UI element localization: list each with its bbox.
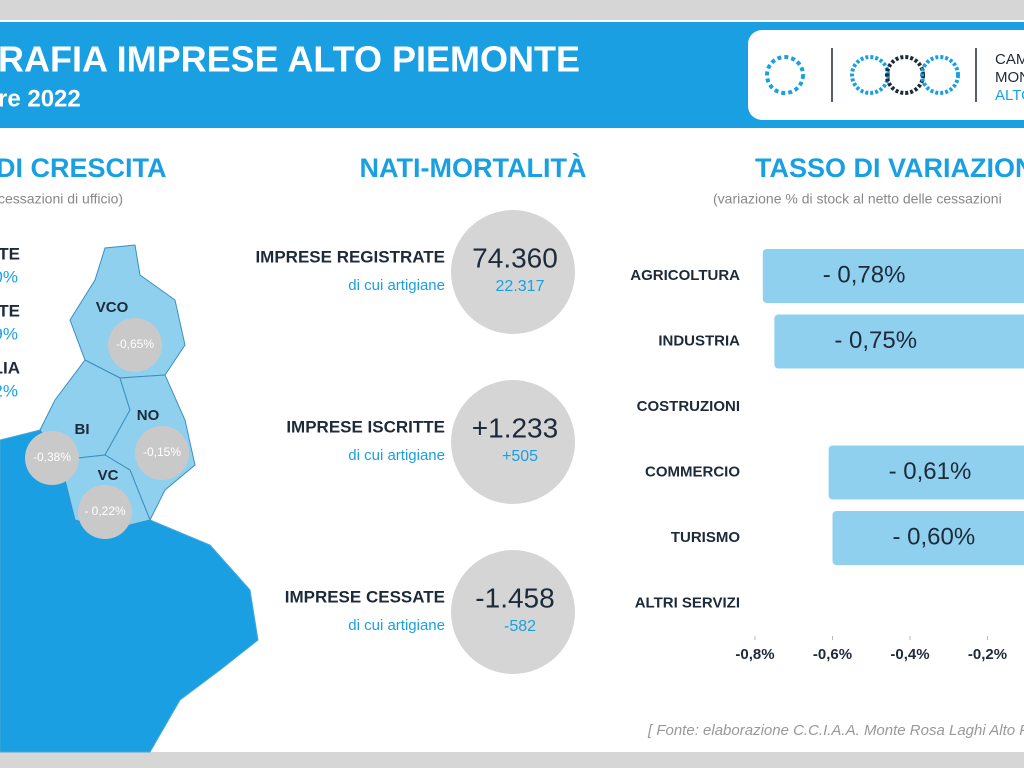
province-rate: - 0,22% bbox=[84, 504, 126, 518]
section-title: NATI-MORTALITÀ bbox=[360, 152, 587, 183]
card-value: +1.233 bbox=[472, 412, 558, 443]
header-subtitle: re 2022 bbox=[0, 85, 81, 112]
card-subvalue: -582 bbox=[504, 618, 536, 635]
card-subvalue: +505 bbox=[502, 448, 538, 465]
bar-chart: -0,8% -0,6% -0,4% -0,2% AGRICOLTURA - 0,78% IN… bbox=[630, 249, 1024, 663]
card-circle bbox=[451, 210, 575, 334]
card-value: -1.458 bbox=[475, 582, 554, 613]
category-label: AGRICOLTURA bbox=[630, 267, 740, 284]
chart-title: TASSO DI VARIAZION bbox=[755, 153, 1024, 183]
logo-text: MON bbox=[995, 69, 1024, 86]
province-rate: -0,65% bbox=[116, 337, 154, 351]
rate-circle bbox=[135, 426, 189, 480]
bottom-band bbox=[0, 752, 1024, 768]
card-label: IMPRESE CESSATE bbox=[285, 587, 445, 606]
footer-source: [ Fonte: elaborazione C.C.I.A.A. Monte R… bbox=[647, 722, 1024, 739]
card-circle bbox=[451, 380, 575, 504]
card-subvalue: 22.317 bbox=[496, 278, 545, 295]
value-label: - 0,61% bbox=[889, 458, 972, 485]
stat-value: 2% bbox=[0, 381, 18, 400]
province-rate: -0,15% bbox=[143, 445, 181, 459]
stat-label: LIA bbox=[0, 358, 20, 377]
section-subtitle: cessazioni di ufficio) bbox=[0, 191, 123, 207]
province-rate: -0,38% bbox=[33, 450, 71, 464]
rate-circle bbox=[25, 431, 79, 485]
logo-text: CAM bbox=[995, 51, 1024, 68]
map-labels: VCO -0,65% BI -0,38% NO -0,15% VC - 0,22% bbox=[25, 299, 189, 539]
stat-value: 0% bbox=[0, 267, 18, 286]
card-value: 74.360 bbox=[472, 242, 558, 273]
card-sublabel: di cui artigiane bbox=[348, 617, 445, 634]
category-label: COMMERCIO bbox=[645, 463, 740, 480]
province-name: VCO bbox=[96, 299, 129, 316]
card-sublabel: di cui artigiane bbox=[348, 277, 445, 294]
card-label: IMPRESE REGISTRATE bbox=[255, 247, 445, 266]
card-label: IMPRESE ISCRITTE bbox=[286, 417, 445, 436]
category-label: ALTRI SERVIZI bbox=[635, 594, 740, 611]
x-tick-label: -0,6% bbox=[813, 646, 852, 663]
value-label: - 0,60% bbox=[893, 523, 976, 550]
province-name: VC bbox=[98, 467, 119, 484]
category-label: TURISMO bbox=[671, 529, 740, 546]
cards: IMPRESE REGISTRATE di cui artigiane 74.360… bbox=[255, 210, 575, 674]
stat-value: 9% bbox=[0, 324, 18, 343]
logo-icon bbox=[765, 48, 977, 102]
value-label: - 0,75% bbox=[834, 327, 917, 354]
logo-text: ALTO bbox=[995, 87, 1024, 104]
card-sublabel: di cui artigiane bbox=[348, 447, 445, 464]
bar bbox=[828, 445, 1024, 500]
header-title: RAFIA IMPRESE ALTO PIEMONTE bbox=[0, 39, 580, 80]
rate-circle bbox=[108, 318, 162, 372]
top-band bbox=[0, 0, 1024, 20]
section-title: DI CRESCITA bbox=[0, 153, 167, 183]
card-circle bbox=[451, 550, 575, 674]
x-tick-label: -0,4% bbox=[890, 646, 929, 663]
stat-label: TE bbox=[0, 301, 20, 320]
category-label: INDUSTRIA bbox=[658, 332, 740, 349]
chart-subtitle: (variazione % di stock al netto delle ce… bbox=[713, 191, 1002, 207]
x-tick-label: -0,8% bbox=[735, 646, 774, 663]
x-tick-label: -0,2% bbox=[968, 646, 1007, 663]
rate-circle bbox=[78, 485, 132, 539]
bar bbox=[762, 249, 1024, 303]
category-label: COSTRUZIONI bbox=[637, 398, 740, 415]
bar bbox=[774, 314, 1024, 369]
left-stats: TE 0% TE 9% LIA 2% bbox=[0, 244, 20, 400]
stat-label: TE bbox=[0, 244, 20, 263]
value-label: - 0,78% bbox=[823, 261, 906, 288]
province-name: BI bbox=[75, 421, 90, 438]
province-name: NO bbox=[137, 407, 160, 424]
bar bbox=[832, 511, 1024, 565]
